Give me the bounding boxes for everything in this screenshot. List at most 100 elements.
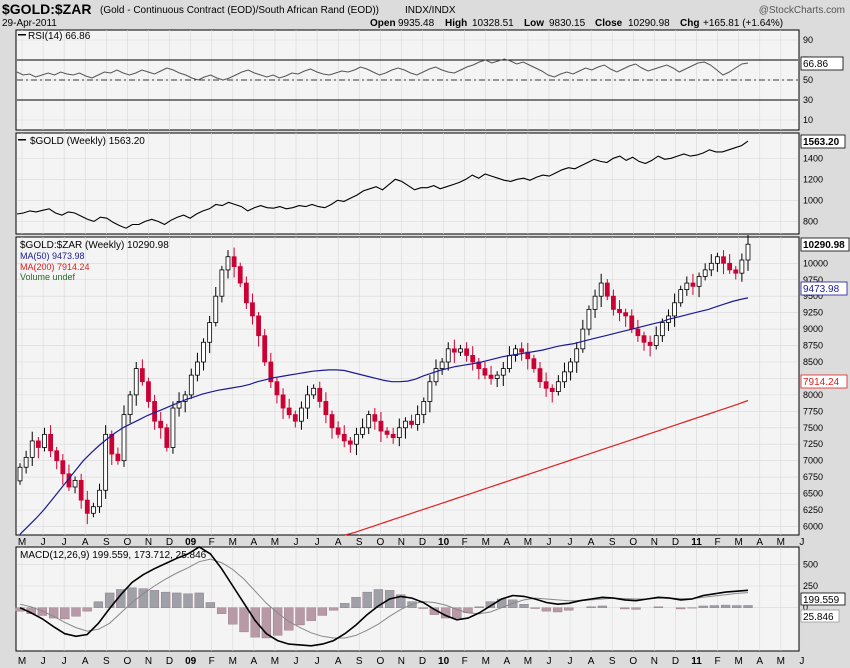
x-label-bottom: F: [462, 656, 468, 667]
candle-body: [280, 394, 286, 409]
x-label-bottom: J: [315, 656, 320, 667]
candle-body: [458, 348, 463, 353]
price-series: [17, 235, 751, 536]
candle-body: [409, 420, 414, 425]
candle-body: [470, 355, 476, 363]
x-label-top: F: [462, 537, 468, 548]
macd-hist-bar: [284, 607, 294, 631]
candle-body: [647, 341, 653, 346]
macd-hist-bar: [530, 607, 540, 609]
macd-hist-bar: [127, 587, 137, 608]
candle-body: [268, 361, 274, 383]
x-label-top: J: [568, 537, 573, 548]
x-label-bottom: D: [419, 656, 426, 667]
price-y-tick: 6000: [803, 521, 823, 531]
x-label-top: J: [294, 537, 299, 548]
x-label-top: A: [756, 537, 763, 548]
x-label-top: F: [715, 537, 721, 548]
x-label-bottom: D: [166, 656, 173, 667]
price-last-flag: [800, 237, 850, 252]
candle-body: [715, 256, 720, 264]
low-label: Low: [524, 18, 544, 29]
candle-body: [158, 420, 164, 429]
candle-body: [708, 262, 714, 271]
candle-body: [170, 407, 176, 448]
x-label-bottom: M: [524, 656, 532, 667]
hist-last-value: 25.846: [803, 612, 834, 623]
candle-body: [396, 427, 402, 439]
x-label-bottom: M: [735, 656, 743, 667]
x-label-bottom: M: [18, 656, 26, 667]
rsi-series: [16, 58, 798, 101]
rsi-legend-swatch: [18, 34, 26, 36]
x-label-top: 11: [691, 537, 702, 548]
x-label-bottom: F: [715, 656, 721, 667]
x-label-bottom: A: [588, 656, 595, 667]
candle-body: [139, 368, 145, 383]
macd-y-tick: 500: [803, 559, 818, 569]
price-y-tick: 7500: [803, 423, 823, 433]
price-y-tick: 8500: [803, 357, 823, 367]
macd-hist-bar: [485, 601, 496, 608]
macd-hist-bar: [82, 607, 92, 612]
rsi-y-tick: 10: [803, 115, 813, 125]
x-label-top: F: [209, 537, 215, 548]
candle-body: [507, 355, 512, 369]
candle-body: [641, 335, 647, 343]
macd-hist-bar: [620, 607, 630, 610]
price-y-tick: 7000: [803, 456, 823, 466]
macd-hist-bar: [317, 607, 328, 616]
candle-body: [403, 420, 408, 429]
x-label-bottom: M: [482, 656, 490, 667]
candle-body: [219, 269, 225, 297]
x-label-bottom: O: [376, 656, 384, 667]
x-label-bottom: A: [82, 656, 89, 667]
candle-body: [598, 282, 604, 297]
candle-body: [299, 407, 304, 422]
candle-body: [103, 433, 109, 491]
price-y-tick: 10000: [803, 258, 828, 268]
x-label-top: N: [651, 537, 658, 548]
ma200-last-flag: [800, 374, 848, 389]
candle-body: [213, 295, 219, 323]
macd-hist-bar: [351, 597, 361, 608]
price-y-tick: 6500: [803, 489, 823, 499]
candle-body: [372, 414, 378, 422]
gold-legend-swatch: [18, 139, 26, 141]
macd-hist-bar: [653, 606, 664, 608]
x-label-top: A: [588, 537, 595, 548]
macd-hist-bar: [586, 606, 596, 608]
x-label-bottom: A: [251, 656, 258, 667]
candle-body: [176, 401, 182, 409]
candle-body: [182, 394, 188, 402]
rsi-y-tick: 90: [803, 35, 813, 45]
x-label-bottom: S: [356, 656, 363, 667]
gold-y-tick: 800: [803, 216, 818, 226]
candle-body: [690, 282, 696, 287]
macd-hist-bar: [261, 607, 272, 639]
macd-hist-bar: [172, 592, 182, 608]
x-axis: M M J J J J A A S S O O N N D D 09 09 F F M M A A M M J J J J A A S S O O N N…: [18, 35, 828, 667]
x-label-top: M: [482, 537, 490, 548]
x-label-bottom: D: [672, 656, 679, 667]
price-y-tick: 9250: [803, 308, 823, 318]
macd-hist-bar: [228, 607, 238, 625]
x-label-bottom: 10: [438, 656, 450, 667]
macd-hist-bar: [564, 607, 574, 611]
macd-series: [15, 546, 753, 647]
macd-hist-bar: [194, 592, 204, 608]
price-y-tick: 8750: [803, 341, 823, 351]
chart-date: 29-Apr-2011: [2, 18, 57, 29]
x-label-top: J: [546, 537, 551, 548]
ma200-last-value: 7914.24: [803, 377, 840, 388]
volume-legend: Volume undef: [20, 272, 76, 282]
x-label-bottom: J: [799, 656, 804, 667]
chg-label: Chg: [680, 18, 699, 29]
macd-hist-bar: [48, 607, 59, 619]
candle-body: [721, 256, 726, 264]
macd-hist-bar: [631, 607, 641, 610]
rsi-y-tick: 30: [803, 95, 813, 105]
macd-hist-bar: [362, 591, 372, 608]
gold-line: [16, 140, 749, 229]
candle-body: [72, 479, 78, 488]
